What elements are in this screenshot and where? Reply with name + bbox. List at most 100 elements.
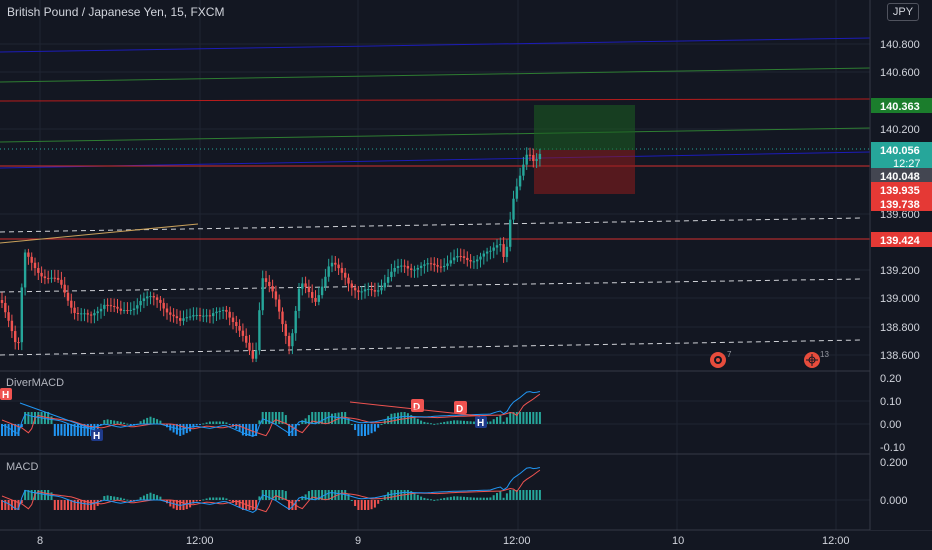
candle-body [99,308,103,312]
histogram-bar [439,498,442,500]
histogram-bar [76,424,79,436]
candle-body [231,317,235,323]
candle-body [245,335,248,343]
histogram-bar [195,424,198,426]
histogram-bar [430,499,432,501]
histogram-bar [109,419,112,424]
histogram-bar [10,500,13,510]
marker-h-2: H [93,431,100,442]
candle-body [14,331,17,343]
candle-body [142,298,146,302]
histogram-bar [340,490,343,500]
candle-body [215,311,218,314]
histogram-bar [27,412,30,424]
economic-event-icon[interactable] [710,352,726,368]
histogram-bar [192,424,195,428]
drawings[interactable] [0,37,871,356]
histogram-bar [123,422,126,424]
price-axis[interactable] [870,0,932,530]
histogram-bar [529,490,531,500]
candle-body [7,312,10,321]
histogram-bar [486,421,489,424]
histogram-bar [334,490,337,500]
histogram-bar [449,496,452,500]
histogram-bar [182,424,185,435]
green-channel-top[interactable] [0,67,871,83]
candle-body [103,304,106,309]
histogram-bar [215,497,218,500]
histogram-bar [238,424,241,432]
candle-body [340,268,344,273]
divermacd-label: DiverMACD [6,377,65,389]
currency-button[interactable]: JPY [887,3,919,21]
candle-body [522,164,525,176]
histogram-bar [413,416,416,424]
economic-event-icon[interactable] [804,352,820,368]
histogram-bar [175,424,178,435]
dashed-level-2[interactable] [0,278,863,293]
histogram-bar [314,412,317,424]
candle-body [370,289,373,291]
histogram-bar [268,412,271,424]
svg-text:0.200: 0.200 [880,457,908,469]
histogram-bar [301,420,304,424]
histogram-bar [509,490,512,500]
histogram-bar [142,495,145,500]
histogram-bar [476,497,479,500]
histogram-bar [423,497,426,500]
histogram-bar [126,499,129,501]
dashed-level-3[interactable] [0,339,863,356]
histogram-bar [106,419,109,424]
histogram-bar [519,412,522,424]
dashed-level-1[interactable] [0,217,863,233]
time-axis[interactable]: 8 12:00 9 12:00 10 12:00 [37,535,850,547]
blue-channel-bottom[interactable] [0,151,871,169]
red-level-1[interactable] [0,98,871,102]
candle-body [485,251,489,254]
candle-body [271,286,274,292]
histogram-bar [129,500,132,501]
candle-body [469,260,472,262]
histogram-bar [307,491,310,500]
histogram-bar [522,490,525,500]
price-tick: 138.600 [880,350,920,362]
candle-body [126,310,129,312]
histogram-bar [268,490,271,500]
histogram-bar [63,424,66,436]
histogram-bar [245,424,248,436]
long-position-stop[interactable] [534,150,635,194]
histogram-bar [146,417,149,424]
histogram-bar [225,422,228,424]
candle-body [96,311,99,314]
histogram-bar [17,424,20,436]
candle-body [60,279,63,285]
signal-line [1,393,541,437]
long-position-target[interactable] [534,105,635,150]
histogram-bar [364,424,366,436]
price-axis-ticks: 140.800 140.600 140.200 139.600 139.200 … [880,39,920,362]
candle-body [479,256,482,260]
green-channel-bottom[interactable] [0,127,871,143]
candle-body [410,268,413,270]
candle-body [419,265,423,268]
histogram-bar [307,415,310,424]
price-tick: 139.600 [880,209,920,221]
blue-channel-top[interactable] [0,37,871,53]
trendline[interactable] [0,223,199,244]
histogram-bar [129,424,132,425]
histogram-bar [350,423,353,425]
histogram-bar [278,412,281,424]
histogram-bar [93,500,96,510]
histogram-bar [90,424,93,436]
candle-body [416,267,419,270]
histogram-bar [423,421,426,424]
histogram-bar [466,497,469,500]
histogram-bar [225,498,228,500]
histogram-bar [350,499,353,501]
candle-body [311,292,314,298]
candle-body [446,263,449,266]
tag-target: 140.363 [880,101,920,113]
candle-body [30,256,33,263]
candle-body [360,291,363,293]
